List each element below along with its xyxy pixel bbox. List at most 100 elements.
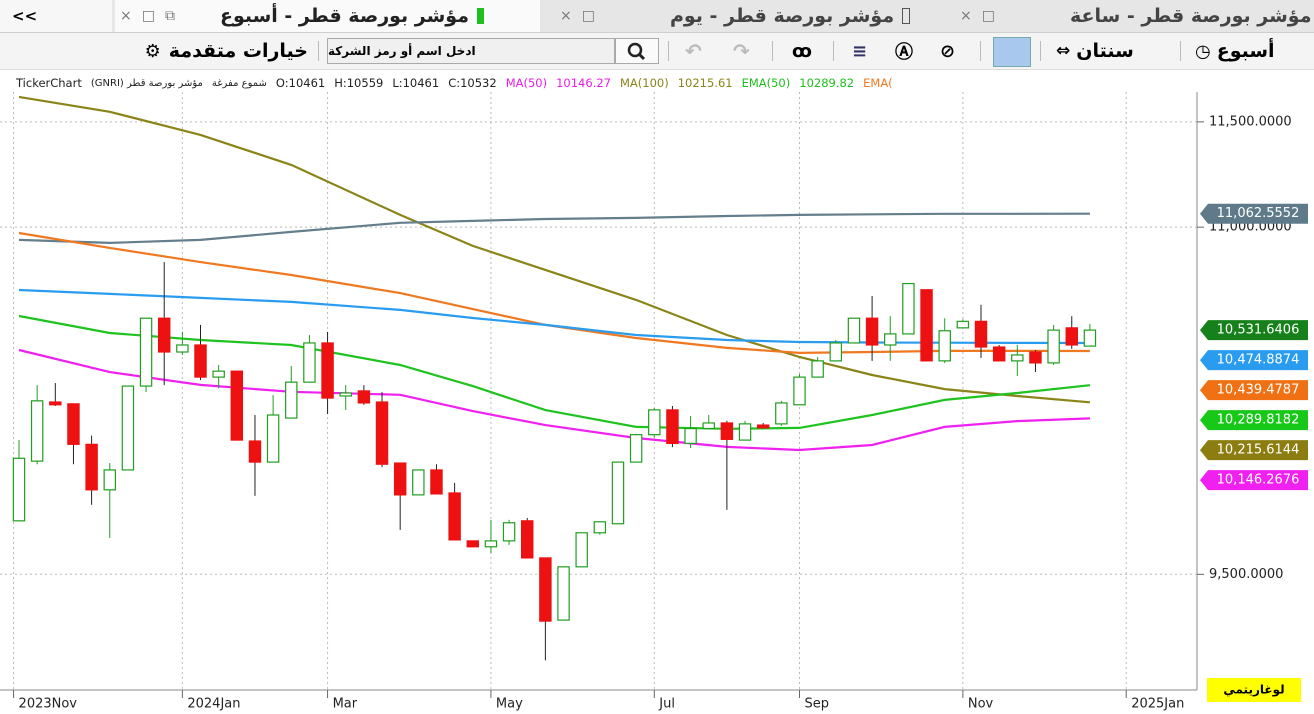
candle-body [176,344,189,353]
candle-body [121,385,135,471]
candle-body [793,376,806,406]
candle-body [194,344,207,378]
tab-max[interactable]: □ [581,8,595,24]
indicators [18,95,1091,452]
price-label: 10,215.6144 [1217,443,1300,458]
tab-label[interactable]: مؤشر بورصة قطر - أسبوع [219,5,469,27]
candle-body [648,409,661,436]
tab[interactable]: × □ ⧉ مؤشر بورصة قطر - أسبوع [115,0,540,32]
separator [1040,41,1041,61]
candle-body [85,443,98,491]
candle-body [103,469,116,491]
separator [668,41,669,61]
candle-body [285,381,298,419]
tab-marker [902,8,911,24]
tab-bar: << × □ ⧉ مؤشر بورصة قطر - أسبوع × □ مؤشر بو… [0,0,1314,33]
price-label: 10,289.8182 [1217,413,1300,428]
x-tick-label: 2023Nov [19,697,78,712]
info-bar: TickerChart مؤشر بورصة قطر (GNRI) شموع م… [16,75,893,91]
indicator-line [18,314,1091,430]
tab-close[interactable]: × [120,8,132,24]
indicator-line [18,348,1090,452]
tab-max[interactable]: □ [141,8,155,24]
separator [980,41,981,61]
candle-body [992,346,1006,362]
tab-close[interactable]: × [960,8,972,24]
search-button[interactable] [615,38,659,64]
range-button[interactable]: سنتان ⇔ [1056,33,1134,69]
binoculars[interactable]: ꝏ [792,40,812,62]
candle-body [157,317,171,353]
candle-body [611,461,625,525]
source: TickerChart [16,76,82,90]
tab-label[interactable]: مؤشر بورصة قطر - يوم [669,5,895,27]
candle-body [212,370,225,378]
candle-body [466,540,480,548]
tab-close[interactable]: × [560,8,572,24]
tab-marker [476,8,484,24]
candle-body [393,462,407,496]
candle-body [920,289,933,362]
price-label: 10,146.2676 [1217,473,1300,488]
range-label[interactable]: سنتان [1076,40,1134,62]
draw-button[interactable] [993,37,1031,67]
advanced-label[interactable]: خيارات متقدمة [168,40,308,62]
indicator-name: MA(50) [505,76,548,90]
tab[interactable]: × □ مؤشر بورصة قطر - يوم [555,0,945,32]
log-button-label[interactable]: لوغاريتمي [1223,683,1284,698]
candle-body [902,282,915,335]
price-labels: 11,062.5552 10,531.6406 10,474.8874 10,439.… [1200,203,1308,491]
candle-body [521,520,534,559]
price-label: 10,474.8874 [1217,353,1300,368]
candle-body [1065,327,1078,346]
candle-body [593,521,607,534]
candle-body [448,492,461,541]
price-label: 10,439.4787 [1217,383,1300,398]
toolbar: خيارات متقدمة ⚙ ادخل اسم أو رمز الشركة ↶ … [0,33,1314,70]
advanced-options[interactable]: خيارات متقدمة ⚙ [108,33,308,69]
log-button[interactable] [1207,678,1301,702]
undo[interactable]: ↶ [685,39,702,63]
align-icon[interactable]: ≡ [852,40,868,62]
x-tick-label: 2024Jan [187,697,240,712]
search-box[interactable]: ادخل اسم أو رمز الشركة [327,38,615,64]
range-icon: ⇔ [1056,41,1071,61]
tab-max[interactable]: □ [981,8,995,24]
indicator-icon[interactable]: ⊘ [940,40,956,62]
tab-label[interactable]: مؤشر بورصة قطر - ساعة [1070,5,1312,27]
separator [833,41,834,61]
tab[interactable]: × □ مؤشر بورصة قطر - ساعة [955,0,1314,32]
tab-detach[interactable]: ⧉ [164,8,175,24]
indicator-line [18,212,1090,245]
ohlc-value: C:10532 [448,76,497,90]
x-tick-label: Sep [804,697,829,712]
period-label[interactable]: أسبوع [1216,40,1275,62]
tab-scroll[interactable]: << [0,0,112,32]
candle-body [430,469,443,495]
candle-body [720,422,734,440]
candle-body [865,317,879,346]
candle-style: شموع مفرغة [211,77,267,89]
gear-icon[interactable]: ⚙ [144,40,161,62]
candle-body [30,400,44,462]
candle-body [575,532,588,568]
ohlc-value: L:10461 [392,76,440,90]
ohlc-value: O:10461 [275,76,326,90]
candle-body [756,424,770,429]
indicator-name: EMA( [863,76,893,90]
candle-body [321,342,334,399]
price-label-box [1200,350,1308,371]
alert-icon[interactable]: Ⓐ [895,42,913,63]
candle-body [738,423,752,441]
period-button[interactable]: أسبوع ◷ [1195,33,1275,69]
redo[interactable]: ↷ [733,39,750,63]
ohlc-value: H:10559 [334,76,384,90]
candle-body [1029,351,1042,364]
candle-body [702,422,715,430]
candle-body [1047,329,1060,364]
price-label-box [1200,380,1308,401]
candle-body [1011,354,1024,362]
separator [318,41,319,61]
